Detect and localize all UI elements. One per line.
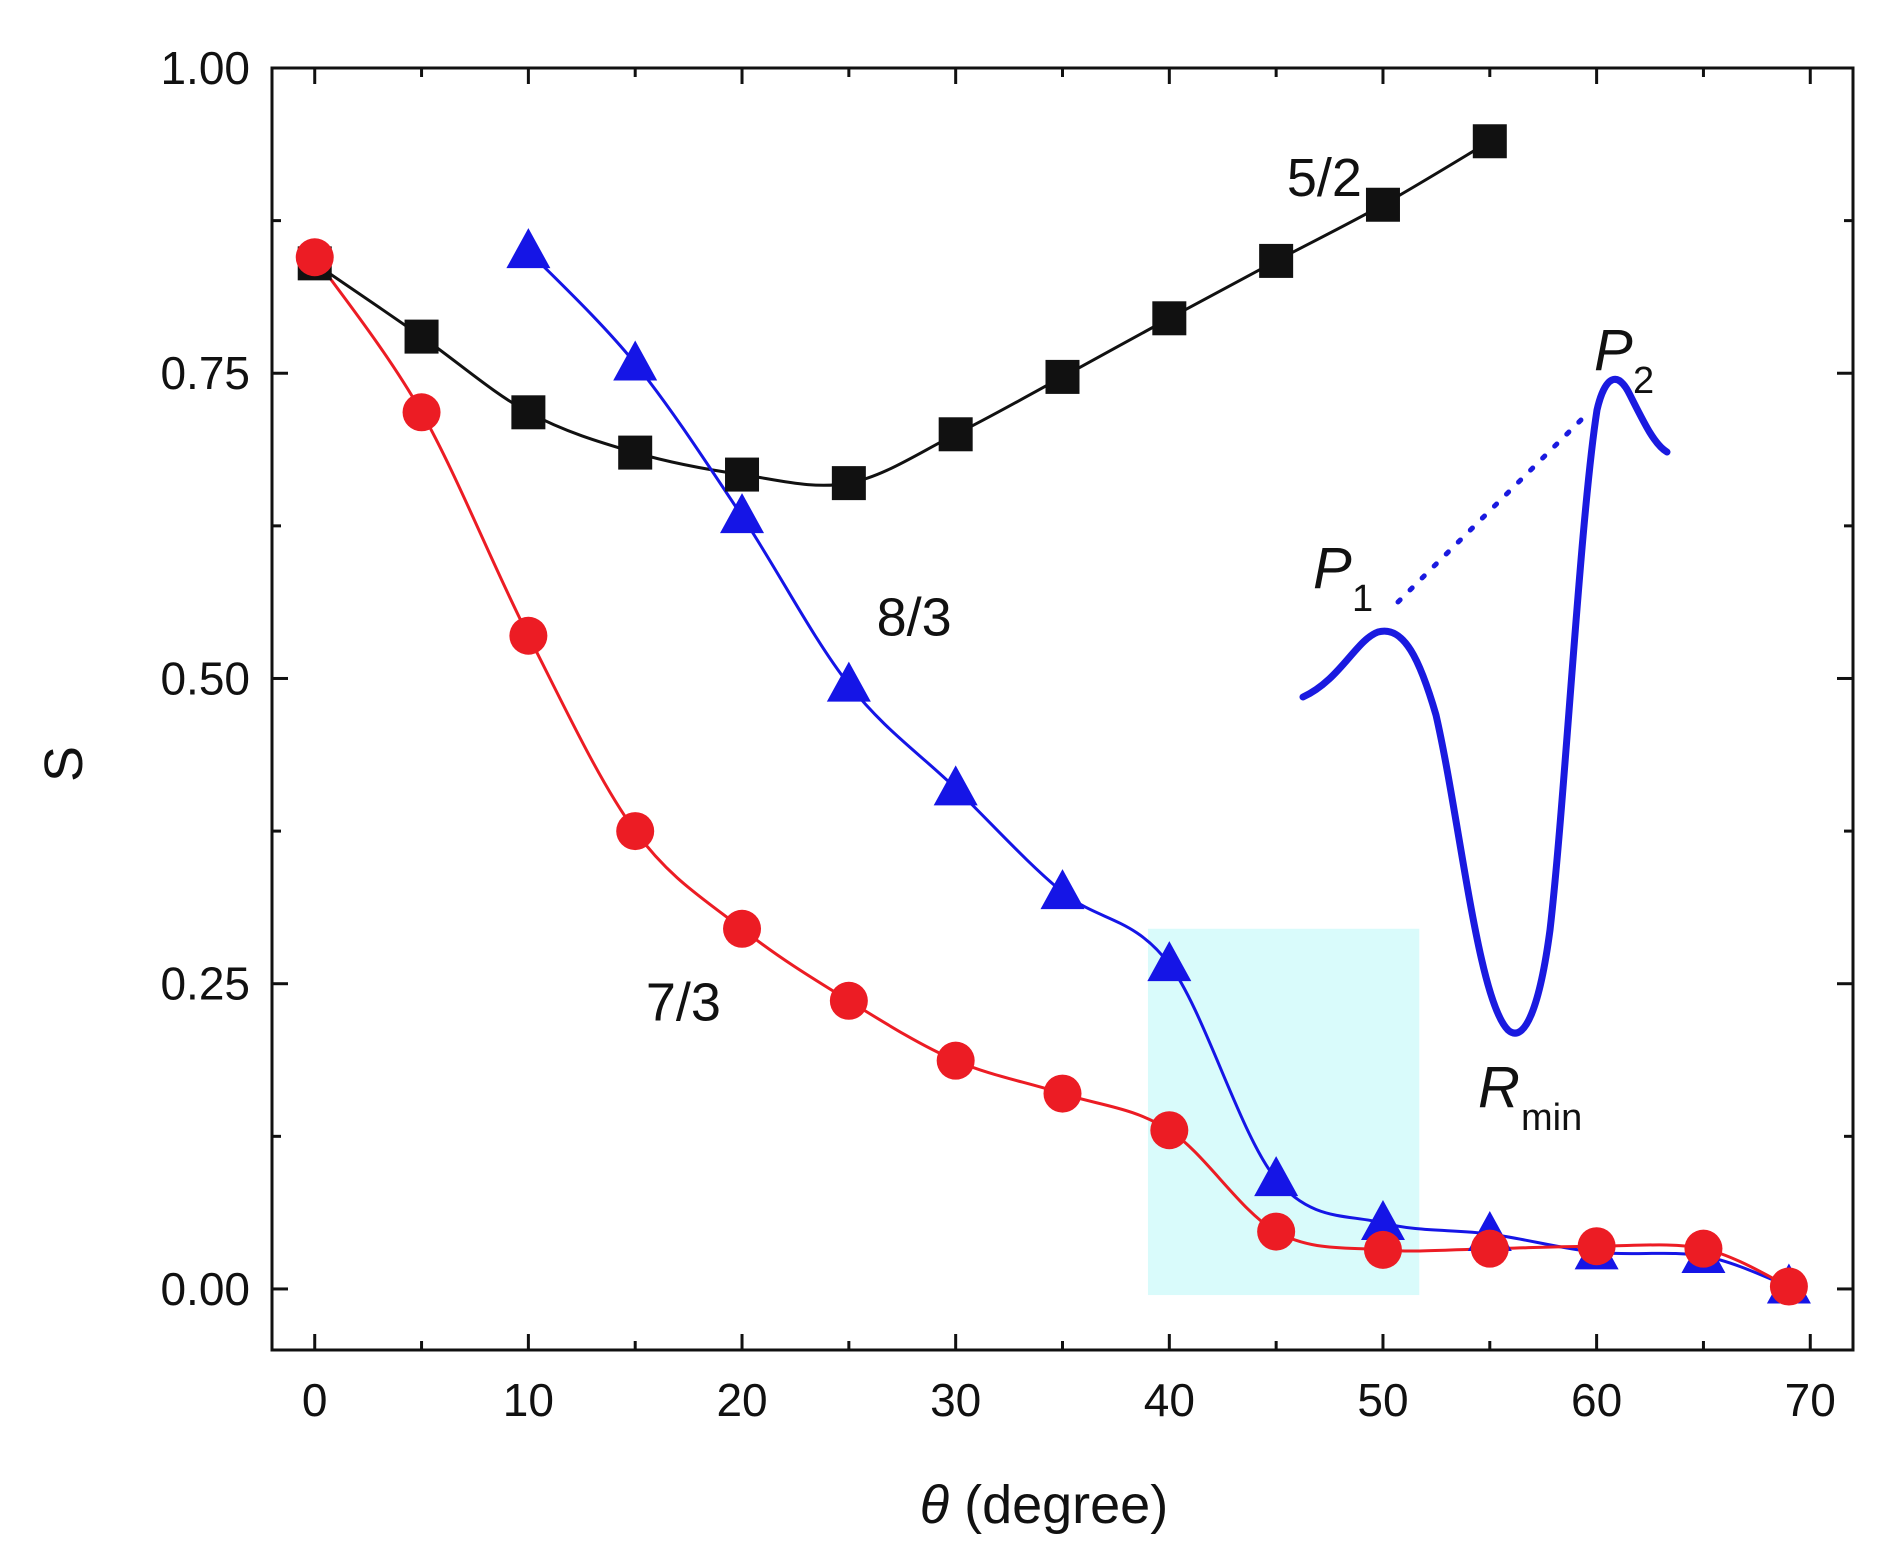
y-tick-label: 0.75 bbox=[160, 347, 250, 399]
series-label: 7/3 bbox=[646, 972, 721, 1032]
point-circle bbox=[1150, 1111, 1189, 1150]
inset-label: P bbox=[1594, 318, 1633, 383]
y-tick-label: 0.50 bbox=[160, 652, 250, 704]
point-square bbox=[1365, 187, 1400, 222]
x-tick-label: 20 bbox=[716, 1374, 767, 1426]
x-tick-label: 50 bbox=[1357, 1374, 1408, 1426]
point-circle bbox=[1470, 1229, 1509, 1268]
point-circle bbox=[616, 812, 655, 851]
x-axis-label-symbol: θ bbox=[920, 1475, 949, 1535]
series-label: 8/3 bbox=[877, 588, 952, 648]
point-square bbox=[725, 457, 760, 492]
x-axis-label-text: (degree) bbox=[949, 1475, 1168, 1535]
point-circle bbox=[1043, 1074, 1082, 1113]
y-tick-label: 0.25 bbox=[160, 958, 250, 1010]
point-circle bbox=[1684, 1229, 1723, 1268]
point-square bbox=[1152, 301, 1187, 336]
point-triangle bbox=[613, 340, 658, 381]
point-circle bbox=[402, 393, 441, 432]
point-square bbox=[938, 417, 973, 452]
point-triangle bbox=[933, 765, 978, 806]
x-tick-label: 40 bbox=[1144, 1374, 1195, 1426]
y-tick-label: 1.00 bbox=[160, 42, 250, 94]
point-circle bbox=[509, 616, 548, 655]
x-tick-label: 0 bbox=[302, 1374, 328, 1426]
point-circle bbox=[936, 1041, 975, 1080]
point-triangle bbox=[720, 493, 765, 534]
series-label: 5/2 bbox=[1287, 148, 1362, 208]
point-triangle bbox=[1254, 1156, 1299, 1197]
x-tick-label: 60 bbox=[1571, 1374, 1622, 1426]
point-circle bbox=[1363, 1230, 1402, 1269]
inset-label: R bbox=[1478, 1055, 1520, 1120]
point-square bbox=[1045, 359, 1080, 394]
inset-label-subscript: 2 bbox=[1633, 360, 1654, 402]
point-triangle bbox=[1040, 869, 1085, 910]
y-tick-label: 0.00 bbox=[160, 1263, 250, 1315]
point-circle bbox=[1577, 1227, 1616, 1266]
point-square bbox=[1472, 124, 1507, 159]
point-square bbox=[404, 319, 439, 354]
inset-curve bbox=[1299, 375, 1671, 1037]
point-triangle bbox=[506, 228, 551, 269]
inset-label: P bbox=[1313, 536, 1352, 601]
point-square bbox=[511, 395, 546, 430]
point-square bbox=[1259, 243, 1294, 278]
x-tick-label: 30 bbox=[930, 1374, 981, 1426]
point-triangle bbox=[1147, 941, 1192, 982]
point-square bbox=[618, 435, 653, 470]
x-axis-label: θ (degree) bbox=[920, 1475, 1168, 1535]
point-circle bbox=[829, 981, 868, 1020]
point-square bbox=[831, 466, 866, 501]
point-circle bbox=[295, 238, 334, 277]
point-triangle bbox=[1360, 1200, 1405, 1241]
inset-label-subscript: 1 bbox=[1352, 578, 1373, 620]
inset-label-subscript: min bbox=[1521, 1097, 1582, 1139]
point-circle bbox=[723, 909, 762, 948]
y-axis-label: S bbox=[34, 746, 94, 782]
point-circle bbox=[1257, 1212, 1296, 1251]
x-tick-label: 10 bbox=[503, 1374, 554, 1426]
point-triangle bbox=[826, 661, 871, 702]
point-circle bbox=[1769, 1267, 1808, 1306]
x-tick-label: 70 bbox=[1785, 1374, 1836, 1426]
